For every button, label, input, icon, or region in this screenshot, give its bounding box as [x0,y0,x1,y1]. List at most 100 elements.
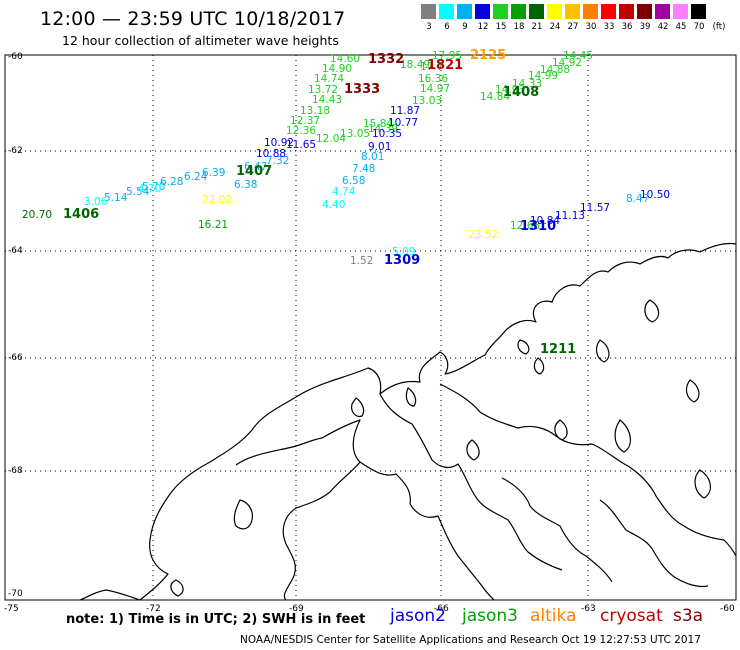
legend-label: 21 [531,22,543,32]
wave-height-label: 17.7 [420,61,443,73]
page-subtitle: 12 hour collection of altimeter wave hei… [62,33,339,48]
lon-label-69: -69 [289,604,304,614]
pass-time-label: 1333 [344,82,380,97]
lat-label-70: -70 [8,589,23,599]
wave-height-label: 6.24 [184,171,208,183]
legend-unit: (ft) [712,22,726,32]
wave-height-label: 16.21 [198,219,228,231]
time-label-layer: 1332 1333 2125 1408 1407 1406 1310 1309 1211 [63,48,576,357]
wave-height-label: 14.33 [512,78,542,90]
wave-height-label: 7.32 [266,155,289,167]
legend-label: 27 [567,22,579,32]
pass-time-label: 1332 [368,52,404,67]
legend-swatch [439,4,454,19]
wave-height-label: 6.28 [160,176,183,188]
pass-time-label: 1407 [236,164,272,179]
lon-label-72: -72 [146,604,161,614]
graticule [5,55,736,600]
legend-swatch [691,4,706,19]
wave-height-label: 5.14 [104,192,128,204]
pass-time-label: 1406 [63,207,99,222]
legend-label: 36 [621,22,633,32]
page-title: 12:00 — 23:59 UTC 10/18/2017 [40,8,346,30]
wave-height-label: 6.47 [244,161,267,173]
wave-height-label: 20.70 [22,209,52,221]
legend-swatch [511,4,526,19]
wave-height-label: 14.88 [540,64,570,76]
wave-height-label: 1.52 [350,255,373,267]
wave-height-label: 13.72 [308,84,338,96]
legend-swatch [475,4,490,19]
wave-height-label: 8.47 [626,193,649,205]
lat-label-68: -68 [8,466,23,476]
wave-height-label: 9.01 [368,141,391,153]
legend-label: 15 [495,22,507,32]
wave-height-label: 13.05 [340,128,370,140]
wave-height-label: 5.54 [126,186,150,198]
wave-height-label: 18.49 [400,59,430,71]
wave-height-label: 15.84 [363,118,393,130]
wave-height-label: 8.01 [361,151,384,163]
wave-height-label: 6.39 [202,167,225,179]
wave-height-label: 10.77 [388,117,418,129]
satellite-jason2: jason2 [390,606,446,626]
wave-height-label: 10.35 [372,128,402,140]
wave-height-label: 11.57 [580,202,610,214]
wave-height-label: 6.38 [234,179,257,191]
wave-height-label: 14.92 [552,57,582,69]
coastline [79,242,737,601]
wave-height-label: 10.88 [256,148,286,160]
wave-height-label: 14.97 [420,83,450,95]
wave-height-label: 14.90 [322,63,352,75]
wave-height-label: 12.68 [510,220,540,232]
wave-height-label: 11.87 [390,105,420,117]
footer-note: note: 1) Time is in UTC; 2) SWH is in fe… [66,612,366,627]
lat-label-62: -62 [8,146,23,156]
legend-swatch [529,4,544,19]
pass-time-label: 2125 [470,48,506,63]
pass-time-label: 1408 [503,85,539,100]
legend-swatch [673,4,688,19]
lon-label-63: -63 [581,604,596,614]
wave-height-label: 12.37 [290,115,320,127]
legend-swatch [601,4,616,19]
legend-label: 42 [657,22,669,32]
wave-height-label: 7.48 [352,163,375,175]
satellite-cryosat: cryosat [600,606,663,626]
pass-time-label: 1310 [520,219,556,234]
wave-height-label: 23.52 [468,229,498,241]
legend-label: 45 [675,22,687,32]
legend-label: 3 [426,22,432,32]
plot-frame [4,54,737,601]
wave-height-label: 4.70 [138,183,161,195]
legend-swatch [547,4,562,19]
lat-label-64: -64 [8,246,23,256]
wave-height-label: 13.18 [300,105,330,117]
wave-height-label: 12.04 [316,133,346,145]
wave-height-label: 14.99 [528,70,558,82]
wave-height-label: 11.65 [286,139,316,151]
legend-label: 6 [444,22,450,32]
satellite-jason3: jason3 [462,606,518,626]
legend-label: 39 [639,22,651,32]
legend-swatch [457,4,472,19]
legend-swatch [421,4,436,19]
wave-height-label: 5.09 [392,246,415,258]
legend-swatch [619,4,634,19]
pass-time-label: 1211 [540,342,576,357]
wave-height-label: 6.58 [342,175,365,187]
legend-swatch [655,4,670,19]
wave-height-label: 4.40 [322,199,345,211]
legend-swatch [583,4,598,19]
legend-label: 33 [603,22,615,32]
wave-height-label: 10.92 [264,137,294,149]
wave-height-label: 16.36 [418,73,448,85]
pass-time-label: 1309 [384,253,420,268]
satellite-s3a: s3a [673,606,704,626]
satellite-altika: altika [530,606,577,626]
wave-height-label: 17.95 [432,50,462,62]
wave-height-label: 14.45 [563,50,593,62]
wave-height-label: 22.02 [202,194,232,206]
wave-height-label: 5.70 [142,181,165,193]
